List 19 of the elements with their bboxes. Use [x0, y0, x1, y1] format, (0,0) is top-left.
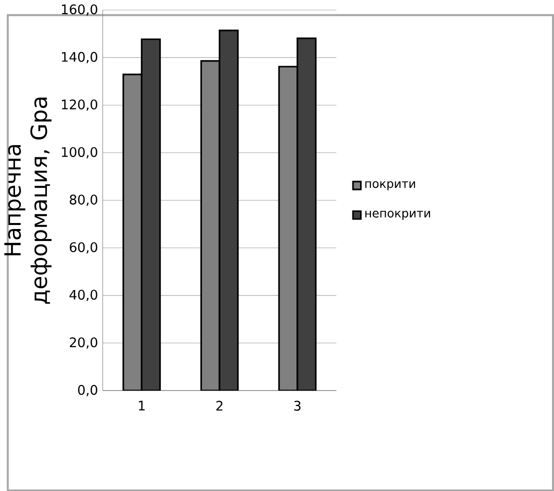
y-tick-label: 20,0	[70, 337, 98, 348]
bar	[218, 29, 239, 390]
y-tick-label: 160,0	[62, 4, 98, 16]
y-tick-label: 0,0	[78, 384, 98, 396]
y-tick-label: 40,0	[70, 290, 98, 301]
y-tick-label: 140,0	[62, 52, 98, 63]
y-tick-label: 100,0	[62, 146, 98, 158]
x-tick-label: 1	[138, 400, 145, 410]
y-tick-label: 120,0	[62, 99, 98, 111]
bar	[140, 38, 161, 390]
x-tick-label: 3	[294, 400, 301, 411]
bar	[296, 37, 317, 390]
legend-label: непокрити	[365, 210, 430, 220]
y-tick-label: 80,0	[70, 194, 98, 206]
legend-label: покрити	[365, 180, 416, 190]
x-tick-label: 2	[216, 400, 222, 410]
bar	[122, 73, 142, 390]
y-axis-title: Напречна деформация, Gpa	[4, 97, 52, 304]
y-tick-label: 60,0	[70, 242, 98, 254]
